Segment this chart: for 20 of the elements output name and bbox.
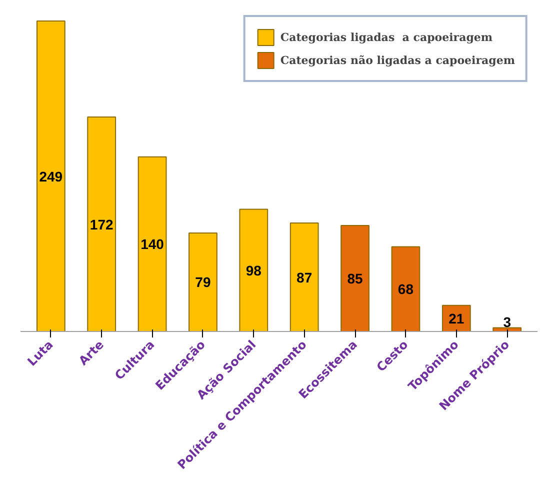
data-label: 85 (347, 270, 364, 287)
legend-label: Categorias não ligadas a capoeiragem (280, 54, 515, 66)
bar (188, 232, 218, 332)
bar (340, 225, 370, 332)
data-label: 172 (90, 216, 114, 232)
data-label: 68 (398, 281, 414, 298)
legend-label: Categorias ligadas a capoeiragem (280, 30, 493, 44)
bar (36, 20, 66, 332)
bar (290, 222, 319, 332)
bar (239, 208, 268, 332)
data-label: 98 (246, 262, 262, 278)
data-label: 87 (296, 269, 312, 286)
data-label: 249 (39, 168, 63, 184)
bar (391, 246, 420, 332)
data-label: 3 (503, 314, 512, 330)
bar (87, 116, 116, 332)
bar (138, 156, 167, 332)
data-label: 140 (140, 236, 164, 252)
data-label: 79 (195, 274, 211, 290)
data-label: 21 (448, 310, 464, 326)
